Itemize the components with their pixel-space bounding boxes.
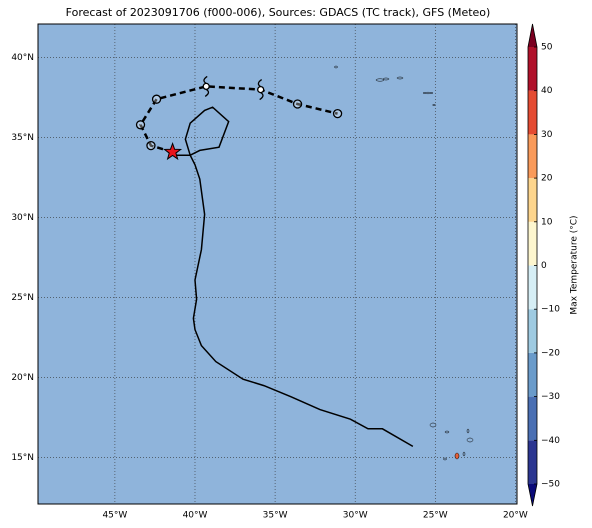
colorbar-band xyxy=(528,221,537,266)
colorbar-tick-label: 40 xyxy=(541,86,553,96)
island xyxy=(466,437,474,443)
x-tick-label: 25°W xyxy=(423,511,448,521)
colorbar-band xyxy=(528,265,537,310)
map-frame xyxy=(37,23,518,505)
colorbar-band xyxy=(528,47,537,91)
colorbar-tick-label: 50 xyxy=(541,43,553,53)
hurricane-arm xyxy=(257,79,263,88)
x-tick-label: 20°W xyxy=(503,511,528,521)
island xyxy=(422,91,434,95)
island xyxy=(443,457,447,461)
island xyxy=(396,76,404,80)
colorbar-tick-label: −30 xyxy=(541,392,560,402)
hurricane-eye xyxy=(202,82,210,91)
track-point xyxy=(135,120,146,130)
y-tick-label: 35°N xyxy=(11,133,34,143)
colorbar-band xyxy=(528,309,537,353)
colorbar-band xyxy=(528,90,537,135)
y-tick-label: 15°N xyxy=(11,453,34,463)
colorbar-band xyxy=(528,440,537,484)
island xyxy=(444,430,450,434)
chart-title: Forecast of 2023091706 (f000-006), Sourc… xyxy=(66,6,491,19)
contour-line xyxy=(175,106,414,448)
island xyxy=(429,422,437,428)
island xyxy=(382,77,390,81)
island-warm xyxy=(454,452,460,460)
colorbar-tick-label: −40 xyxy=(541,436,560,446)
hurricane-arm xyxy=(259,92,264,101)
hurricane-eye xyxy=(257,85,265,94)
colorbar-label: Max Temperature (°C) xyxy=(570,215,580,314)
ocean xyxy=(38,24,517,504)
island xyxy=(462,451,466,457)
track-point xyxy=(332,108,343,119)
y-tick-label: 30°N xyxy=(11,213,34,223)
colorbar-tick-label: 0 xyxy=(541,261,547,271)
x-tick-label: 30°W xyxy=(343,511,368,521)
y-tick-label: 25°N xyxy=(11,293,34,303)
island xyxy=(334,65,338,69)
colorbar-tick-label: 30 xyxy=(541,130,553,140)
colorbar-band xyxy=(528,352,537,397)
colorbar-tick-label: 10 xyxy=(541,217,553,227)
track-hurricane xyxy=(202,75,210,97)
colorbar-over xyxy=(528,24,537,47)
track-line xyxy=(139,85,338,154)
track-hurricane xyxy=(257,79,265,101)
colorbar-under xyxy=(528,484,537,506)
x-tick-label: 35°W xyxy=(263,511,288,521)
colorbar-band xyxy=(528,134,537,179)
island xyxy=(466,428,470,434)
y-tick-label: 20°N xyxy=(11,373,34,383)
hurricane-arm xyxy=(204,88,210,97)
track-point xyxy=(292,99,303,109)
y-tick-label: 40°N xyxy=(11,53,34,63)
hurricane-arm xyxy=(203,75,208,84)
colorbar-tick-label: −10 xyxy=(541,305,560,315)
track-point xyxy=(146,140,156,151)
colorbar-tick-label: −20 xyxy=(541,348,560,358)
x-tick-label: 40°W xyxy=(183,511,208,521)
colorbar-tick-label: 20 xyxy=(541,174,553,184)
colorbar-band xyxy=(528,178,537,222)
x-tick-label: 45°W xyxy=(102,511,127,521)
colorbar-tick-label: −50 xyxy=(541,480,560,490)
track-star xyxy=(163,142,183,161)
track-point xyxy=(151,94,162,104)
colorbar-band xyxy=(528,396,537,441)
